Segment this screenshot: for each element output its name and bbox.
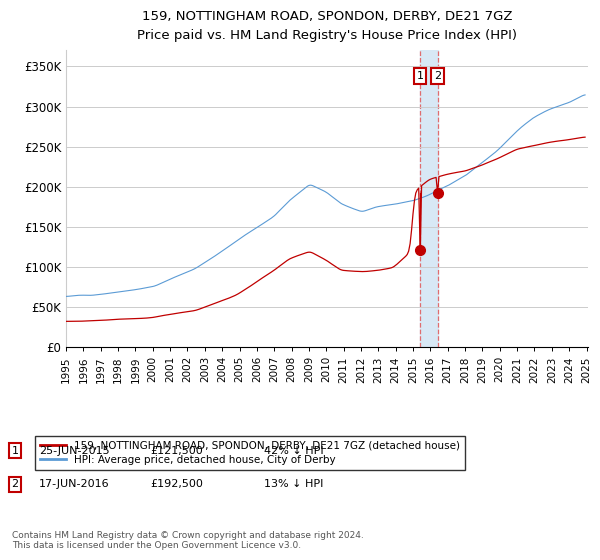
Text: £121,500: £121,500 [150,446,203,456]
Text: 42% ↓ HPI: 42% ↓ HPI [264,446,323,456]
Text: Contains HM Land Registry data © Crown copyright and database right 2024.
This d: Contains HM Land Registry data © Crown c… [12,530,364,550]
Text: 2: 2 [434,71,441,81]
Text: 1: 1 [11,446,19,456]
Text: £192,500: £192,500 [150,479,203,489]
Text: 17-JUN-2016: 17-JUN-2016 [39,479,110,489]
Text: 2: 2 [11,479,19,489]
Text: 1: 1 [416,71,424,81]
Legend: 159, NOTTINGHAM ROAD, SPONDON, DERBY, DE21 7GZ (detached house), HPI: Average pr: 159, NOTTINGHAM ROAD, SPONDON, DERBY, DE… [35,436,466,470]
Text: 13% ↓ HPI: 13% ↓ HPI [264,479,323,489]
Text: 25-JUN-2015: 25-JUN-2015 [39,446,110,456]
Title: 159, NOTTINGHAM ROAD, SPONDON, DERBY, DE21 7GZ
Price paid vs. HM Land Registry's: 159, NOTTINGHAM ROAD, SPONDON, DERBY, DE… [137,10,517,43]
Bar [420,50,437,347]
